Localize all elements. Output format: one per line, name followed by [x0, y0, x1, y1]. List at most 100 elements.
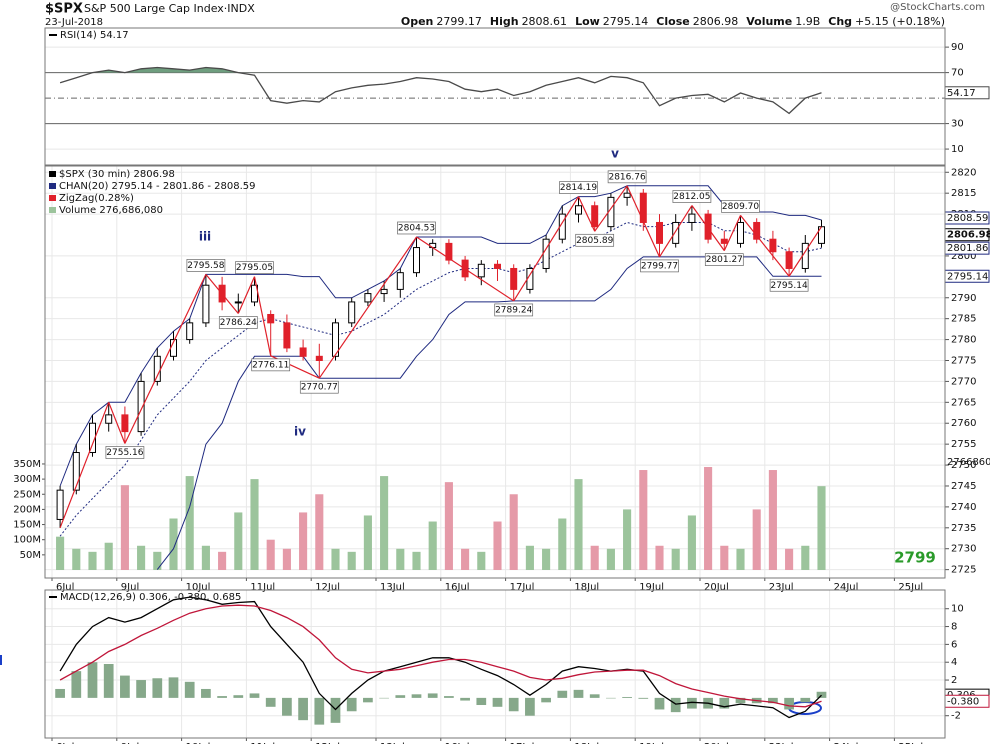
volume-bar — [817, 486, 826, 570]
zigzag-segment — [788, 226, 823, 277]
histogram-bar — [573, 689, 584, 698]
candle-body — [299, 347, 307, 357]
volume-bar — [687, 515, 696, 570]
legend-label: RSI(14) 54.17 — [60, 30, 129, 41]
value-box-label: 2795.14 — [947, 271, 988, 282]
x-tick-label: 9Jul — [121, 582, 139, 593]
zigzag-label: 2789.24 — [495, 305, 532, 315]
zigzag-segment — [416, 236, 515, 302]
histogram-bar — [282, 697, 292, 716]
volume-bar — [477, 551, 486, 570]
candle-body — [494, 263, 501, 269]
volume-bar — [412, 551, 421, 570]
quote-label: Chg — [828, 15, 852, 28]
candle-body — [348, 301, 356, 324]
value-box: 2795.14 — [944, 269, 990, 283]
candle-body — [137, 380, 145, 433]
candle-body — [672, 221, 680, 244]
zigzag-label: 2795.14 — [770, 281, 807, 291]
y-tick-label: 30 — [951, 119, 964, 130]
date: 23-Jul-2018 — [45, 17, 103, 28]
candle-body — [105, 414, 113, 424]
y-tick-label: 2820 — [951, 167, 976, 178]
y-tick-label: 2775 — [951, 355, 976, 366]
candle-body — [704, 213, 712, 240]
volume-bar — [720, 545, 729, 570]
histogram-bar — [492, 697, 503, 707]
quote-value: 1.9B — [795, 15, 820, 28]
volume-bar — [201, 545, 210, 570]
histogram-bar — [55, 688, 65, 698]
y-tick-label: 350M — [13, 459, 41, 470]
x-tick-label: 24Jul — [834, 742, 859, 744]
volume-bar — [169, 518, 178, 570]
channel-upper — [59, 185, 822, 487]
y-tick-label: 2735 — [951, 523, 976, 534]
y-tick-label: 8 — [951, 622, 957, 633]
volume-bar — [768, 470, 777, 570]
x-tick-label: 25Jul — [898, 742, 923, 744]
value-box-label: 2801.86 — [947, 243, 988, 254]
x-tick-label: 12Jul — [315, 742, 340, 744]
histogram-bar — [687, 697, 697, 709]
candle-body — [785, 251, 793, 269]
x-tick-label: 10Jul — [186, 582, 211, 593]
histogram-bar — [735, 697, 746, 704]
legend-label: Volume 276,686,080 — [59, 205, 163, 216]
zigzag-label: 2814.19 — [560, 183, 597, 193]
histogram-bar — [622, 696, 632, 698]
zigzag-segment — [723, 215, 742, 251]
volume-bar — [752, 509, 761, 570]
histogram-bar — [460, 697, 470, 701]
volume-bar — [137, 545, 146, 570]
y-tick-label: 2785 — [951, 314, 976, 325]
y-tick-label: 150M — [13, 520, 41, 531]
zigzag-segment — [513, 196, 580, 302]
panel-frame — [44, 165, 946, 579]
histogram-bar — [476, 697, 487, 706]
x-tick-label: 23Jul — [769, 742, 794, 744]
quote: Open 2799.17 High 2808.61 Low 2795.14 Close 280… — [401, 15, 945, 28]
histogram-bar — [265, 697, 276, 707]
candle-body — [542, 238, 550, 269]
candle-body — [56, 489, 64, 520]
x-tick-label: 11Jul — [250, 742, 275, 744]
x-tick-label: 11Jul — [250, 582, 275, 593]
volume-bar — [56, 536, 65, 570]
series-line — [59, 596, 822, 719]
candle-body — [413, 247, 420, 274]
y-tick-label: 2 — [951, 675, 957, 686]
value-box-label: -0.380 — [947, 696, 979, 707]
volume-bar — [363, 515, 372, 570]
volume-bar — [299, 512, 308, 570]
zigzag-label: 2770.77 — [301, 383, 338, 393]
chart-title: S&P 500 Large Cap Index·INDX — [84, 2, 255, 15]
volume-bar — [704, 466, 713, 570]
zigzag-label-box — [769, 278, 809, 292]
y-tick-label: 2750 — [951, 460, 976, 471]
edge-mark — [0, 655, 2, 665]
volume-bar — [218, 551, 227, 570]
volume-bar — [509, 494, 518, 570]
x-tick-label: 24Jul — [834, 582, 859, 593]
candle-body — [380, 288, 388, 295]
y-tick-label: 50M — [20, 550, 41, 561]
legend-swatch — [49, 207, 56, 213]
zigzag-label-box — [105, 446, 145, 459]
candle-body — [769, 238, 777, 253]
histogram-bar — [346, 697, 357, 712]
y-tick-label: 2760 — [951, 418, 976, 429]
zigzag-label-box — [397, 221, 436, 235]
panel-frame — [44, 27, 946, 166]
volume-bar — [185, 476, 194, 570]
quote-value: 2808.61 — [522, 15, 568, 28]
y-tick-label: 70 — [951, 68, 964, 79]
series-line — [59, 604, 822, 708]
volume-bar — [72, 548, 81, 570]
histogram-bar — [249, 693, 260, 698]
legend-label: CHAN(20) 2795.14 - 2801.86 - 2808.59 — [59, 181, 256, 192]
y-tick-label: 90 — [951, 42, 964, 53]
zigzag-segment — [658, 205, 693, 258]
series-line — [59, 66, 822, 115]
candle-body — [753, 221, 761, 240]
